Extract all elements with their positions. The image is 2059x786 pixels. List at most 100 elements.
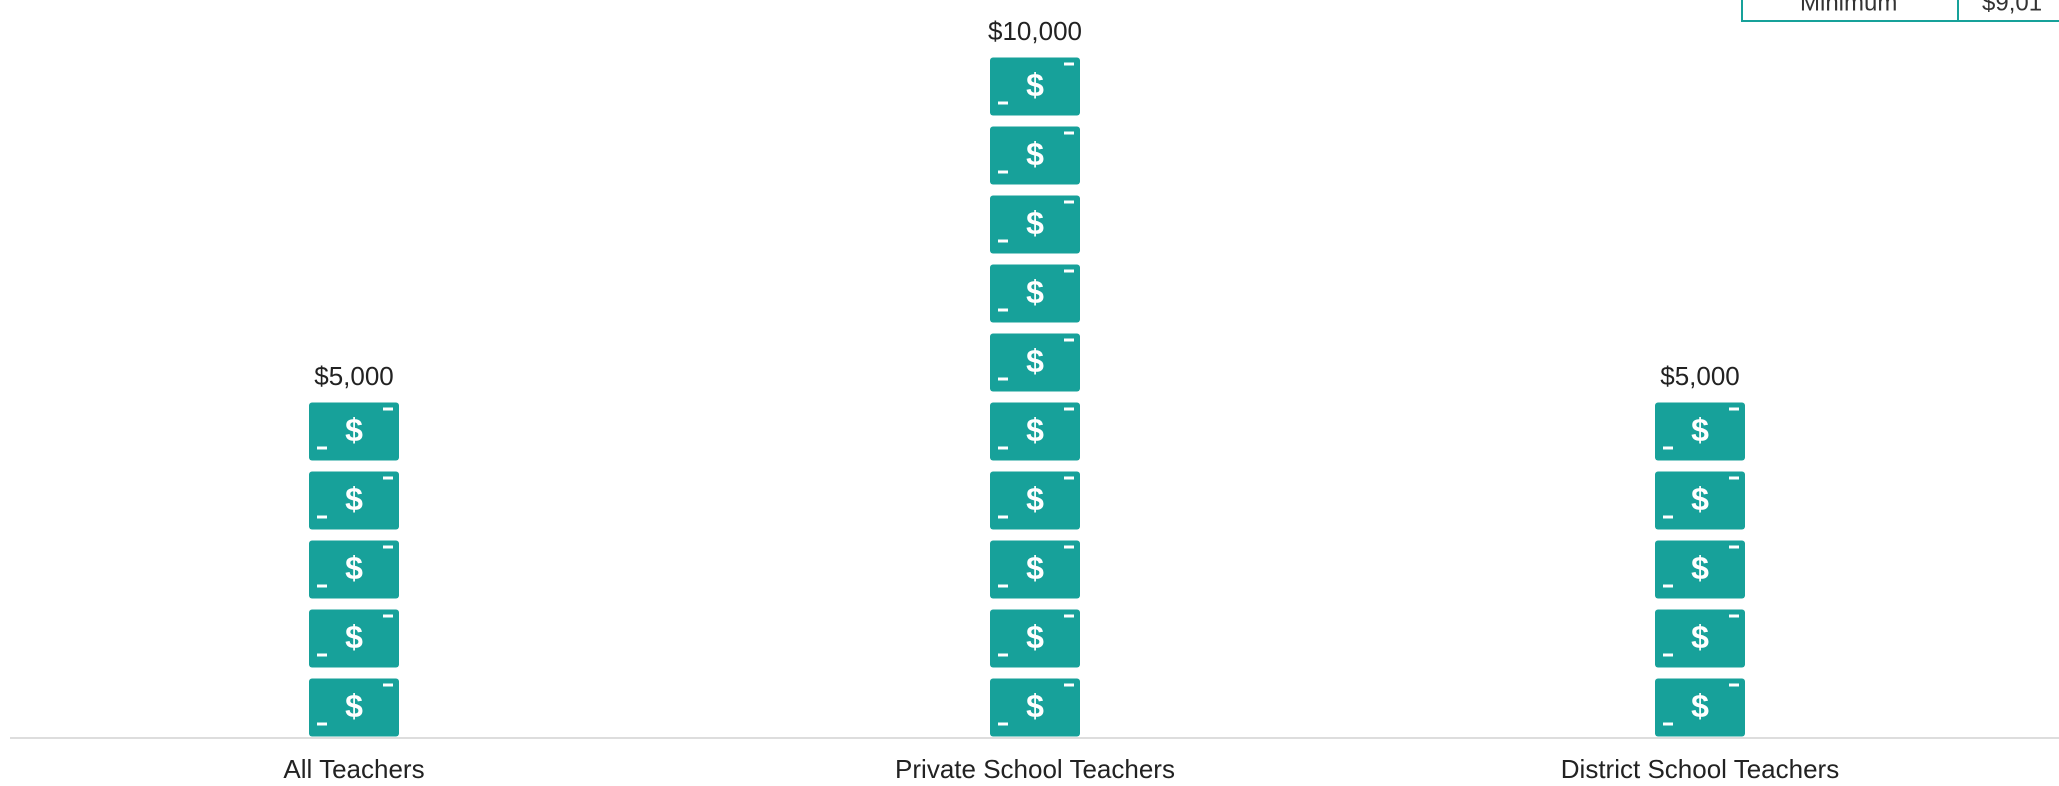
icon-dash <box>1729 407 1739 411</box>
money-icon: $ <box>990 195 1080 254</box>
icon-symbol: $ <box>1026 688 1044 724</box>
icon-dash <box>317 653 327 657</box>
icon-symbol: $ <box>1026 136 1044 172</box>
money-icon: $ <box>1655 678 1745 737</box>
money-icon: $ <box>309 402 399 461</box>
icon-symbol: $ <box>345 688 363 724</box>
icon-dash <box>1663 584 1673 588</box>
icon-dash <box>998 101 1008 105</box>
icon-body <box>990 195 1080 254</box>
icon-body <box>1655 471 1745 530</box>
icon-dash <box>1729 683 1739 687</box>
pictograph-stack: $ $ $ $ $ $ $ $ $ $ <box>990 57 1080 737</box>
icon-dash <box>998 584 1008 588</box>
icon-body <box>309 609 399 668</box>
icon-dash <box>998 446 1008 450</box>
money-icon: $ <box>309 540 399 599</box>
icon-dash <box>1064 683 1074 687</box>
money-icon: $ <box>990 57 1080 116</box>
icon-body <box>1655 678 1745 737</box>
icon-symbol: $ <box>1691 412 1709 448</box>
icon-symbol: $ <box>1026 481 1044 517</box>
icon-body <box>990 678 1080 737</box>
icon-symbol: $ <box>1691 619 1709 655</box>
money-icon: $ <box>1655 540 1745 599</box>
money-icon: $ <box>309 609 399 668</box>
icon-dash <box>998 653 1008 657</box>
x-tick-label: District School Teachers <box>1561 754 1839 784</box>
icon-symbol: $ <box>1026 274 1044 310</box>
icon-body <box>309 540 399 599</box>
money-icon: $ <box>990 540 1080 599</box>
icon-dash <box>1064 407 1074 411</box>
money-icon: $ <box>1655 471 1745 530</box>
icon-dash <box>998 239 1008 243</box>
icon-symbol: $ <box>1691 550 1709 586</box>
icon-dash <box>1729 545 1739 549</box>
icon-symbol: $ <box>1026 412 1044 448</box>
icon-symbol: $ <box>345 412 363 448</box>
icon-dash <box>998 377 1008 381</box>
icon-symbol: $ <box>1026 67 1044 103</box>
icon-body <box>1655 609 1745 668</box>
icon-dash <box>1064 200 1074 204</box>
icon-dash <box>998 515 1008 519</box>
icon-symbol: $ <box>1026 550 1044 586</box>
icon-body <box>309 402 399 461</box>
icon-dash <box>1729 614 1739 618</box>
x-tick-label: All Teachers <box>283 754 424 784</box>
value-label: $5,000 <box>1660 361 1740 391</box>
icon-body <box>1655 402 1745 461</box>
money-icon: $ <box>990 333 1080 392</box>
icon-symbol: $ <box>1691 688 1709 724</box>
icon-body <box>990 471 1080 530</box>
icon-dash <box>1064 62 1074 66</box>
icon-dash <box>1064 476 1074 480</box>
money-icon: $ <box>990 126 1080 185</box>
icon-body <box>990 126 1080 185</box>
icon-dash <box>1663 722 1673 726</box>
icon-dash <box>1663 653 1673 657</box>
table-cell: $9,01 <box>1982 0 2042 16</box>
money-icon: $ <box>309 471 399 530</box>
money-icon: $ <box>990 402 1080 461</box>
value-label: $5,000 <box>314 361 394 391</box>
icon-dash <box>1064 614 1074 618</box>
icon-body <box>990 57 1080 116</box>
icon-dash <box>383 614 393 618</box>
icon-symbol: $ <box>1026 619 1044 655</box>
icon-dash <box>1729 476 1739 480</box>
icon-dash <box>1663 515 1673 519</box>
icon-dash <box>317 584 327 588</box>
icon-dash <box>383 476 393 480</box>
icon-dash <box>317 446 327 450</box>
icon-body <box>309 471 399 530</box>
icon-dash <box>1663 446 1673 450</box>
icon-dash <box>998 722 1008 726</box>
icon-body <box>1655 540 1745 599</box>
icon-symbol: $ <box>345 550 363 586</box>
icon-symbol: $ <box>345 619 363 655</box>
money-icon: $ <box>990 471 1080 530</box>
table-border <box>1741 0 2059 22</box>
money-icon: $ <box>990 264 1080 323</box>
table-cell: Minimum <box>1800 0 1897 16</box>
icon-dash <box>998 308 1008 312</box>
money-icon: $ <box>1655 402 1745 461</box>
icon-symbol: $ <box>1691 481 1709 517</box>
icon-symbol: $ <box>1026 205 1044 241</box>
money-icon: $ <box>990 678 1080 737</box>
icon-dash <box>383 545 393 549</box>
money-icon: $ <box>990 609 1080 668</box>
icon-dash <box>1064 545 1074 549</box>
icon-body <box>990 402 1080 461</box>
icon-body <box>990 264 1080 323</box>
icon-dash <box>1064 269 1074 273</box>
icon-dash <box>383 407 393 411</box>
icon-dash <box>317 722 327 726</box>
icon-dash <box>1064 338 1074 342</box>
icon-body <box>309 678 399 737</box>
pictograph-stack: $ $ $ $ $ <box>1655 402 1745 737</box>
